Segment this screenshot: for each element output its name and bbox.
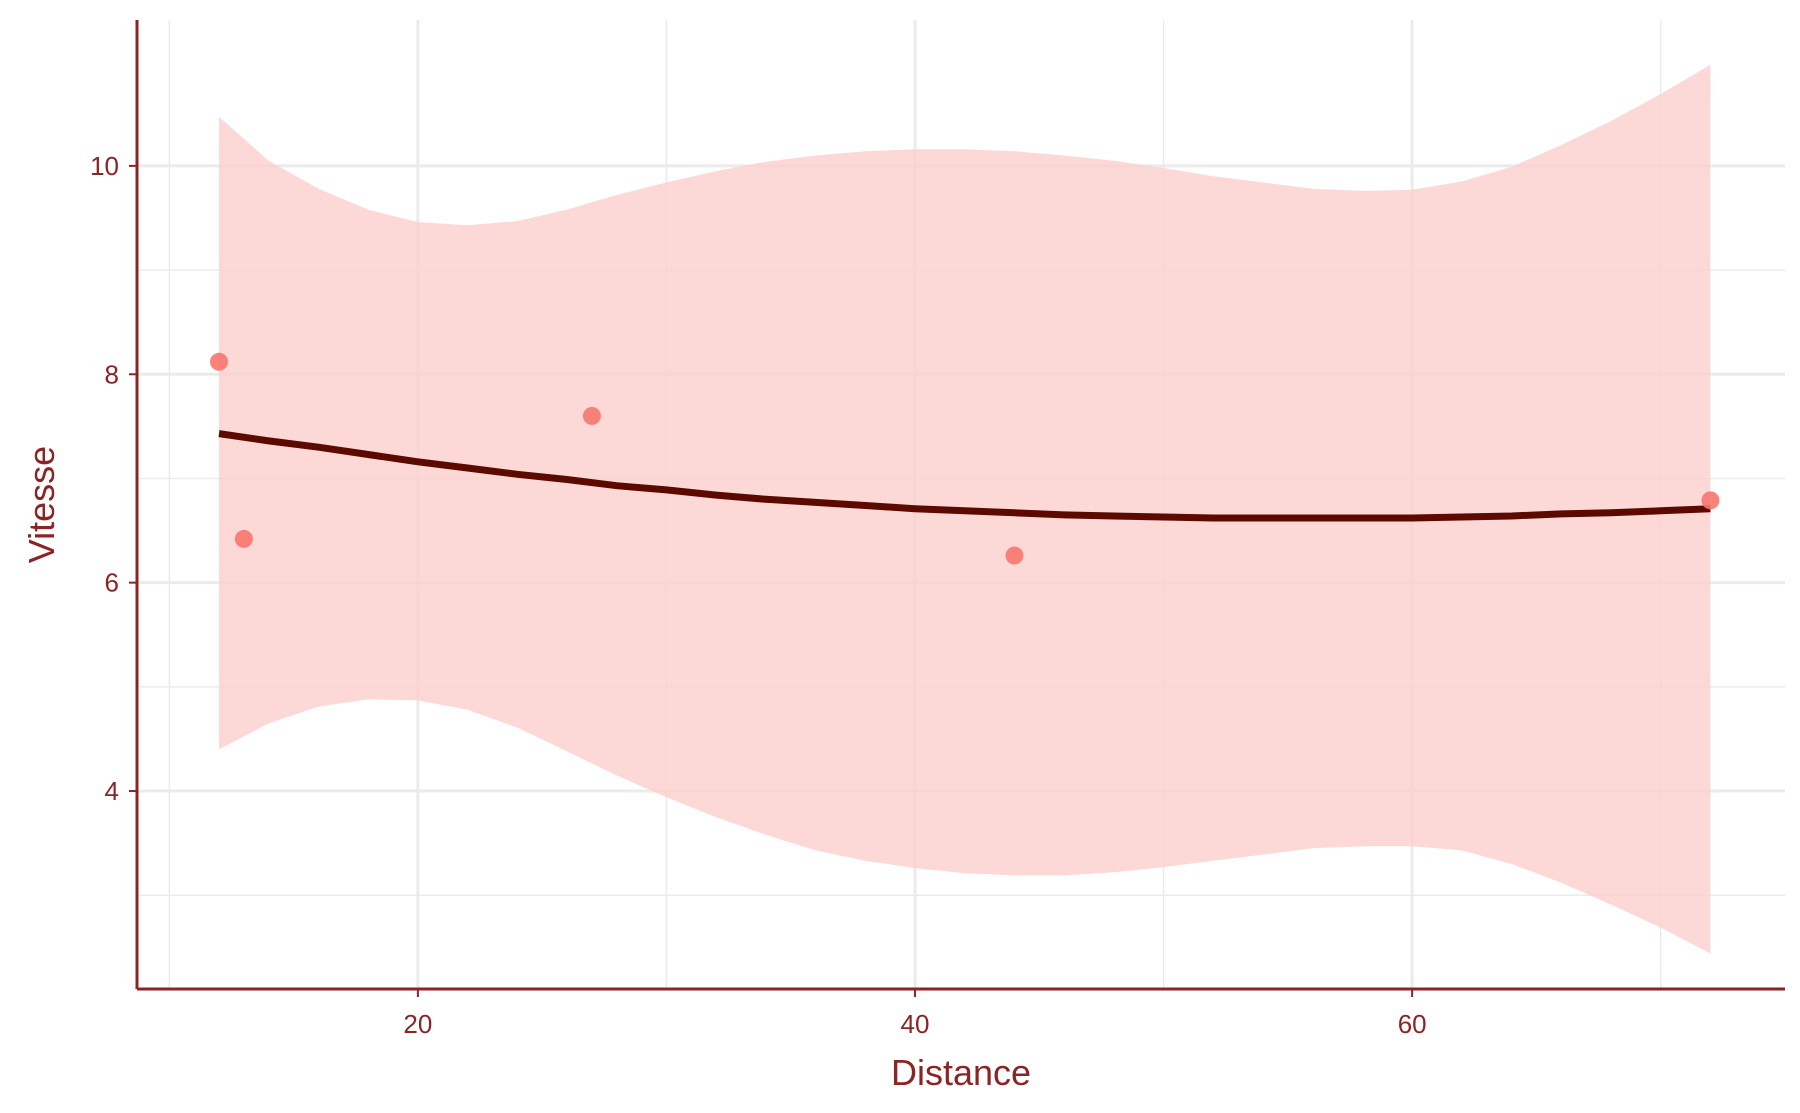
y-tick-label: 10 <box>90 151 119 181</box>
data-point <box>1005 546 1024 565</box>
y-axis-title: Vitesse <box>21 446 62 563</box>
y-axis-ticks: 4 6 8 10 <box>90 151 137 806</box>
data-point <box>1701 491 1720 510</box>
x-tick-label: 60 <box>1398 1009 1427 1039</box>
data-point <box>582 406 601 425</box>
y-tick-label: 4 <box>105 776 119 806</box>
x-axis-title: Distance <box>891 1052 1031 1093</box>
x-axis-ticks: 20 40 60 <box>403 989 1427 1039</box>
x-tick-label: 40 <box>901 1009 930 1039</box>
y-tick-label: 6 <box>105 568 119 598</box>
data-point <box>210 352 229 371</box>
x-tick-label: 20 <box>403 1009 432 1039</box>
data-points <box>210 352 1720 565</box>
data-point <box>234 529 253 548</box>
smooth-line <box>218 430 1711 522</box>
y-tick-label: 8 <box>105 359 119 389</box>
